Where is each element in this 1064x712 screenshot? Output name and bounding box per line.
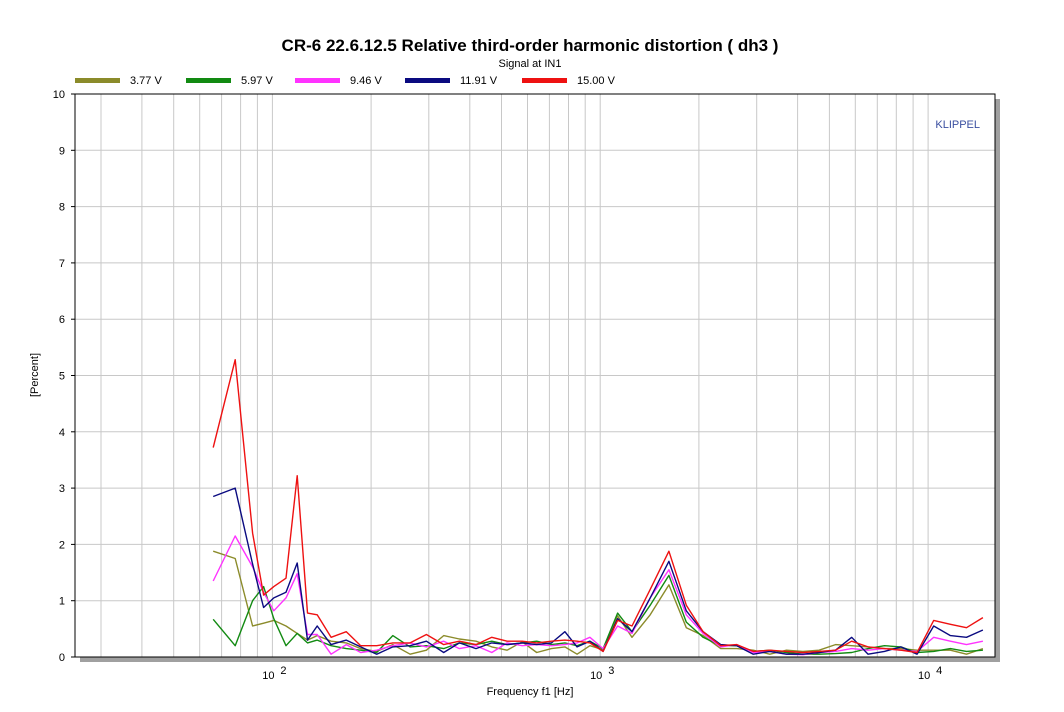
x-tick-label: 10: [918, 670, 930, 682]
x-axis-ticks: 10 2 10 3 10 4: [262, 665, 942, 682]
series-line-4: [212, 487, 984, 655]
y-tick-label: 10: [53, 89, 65, 101]
x-tick-exponent: 4: [936, 665, 942, 677]
series-line-5: [212, 359, 984, 654]
legend-label: 15.00 V: [577, 75, 616, 87]
x-tick-exponent: 2: [280, 665, 286, 677]
series-line-3: [212, 535, 984, 656]
legend-swatch: [522, 78, 567, 83]
y-tick-label: 9: [59, 145, 65, 157]
y-axis-label: [Percent]: [29, 353, 41, 397]
y-tick-label: 7: [59, 258, 65, 270]
legend-label: 9.46 V: [350, 75, 382, 87]
legend: 3.77 V 5.97 V 9.46 V 11.91 V 15.00 V: [75, 75, 616, 87]
y-tick-label: 2: [59, 539, 65, 551]
plot-frame: [74, 93, 996, 658]
x-tick-label: 10: [590, 670, 602, 682]
legend-label: 5.97 V: [241, 75, 273, 87]
y-tick-label: 0: [59, 652, 65, 664]
legend-swatch: [75, 78, 120, 83]
y-tick-label: 6: [59, 314, 65, 326]
watermark: KLIPPEL: [935, 119, 980, 131]
legend-swatch: [405, 78, 450, 83]
y-tick-label: 5: [59, 371, 65, 383]
y-axis-ticks: 0 1 2 3 4 5 6 7 8 9 10: [53, 89, 75, 664]
y-tick-label: 8: [59, 202, 65, 214]
y-tick-label: 4: [59, 427, 65, 439]
series-group: [212, 359, 984, 656]
y-tick-label: 3: [59, 483, 65, 495]
chart-subtitle: Signal at IN1: [499, 58, 562, 70]
grid: [75, 94, 995, 657]
x-tick-label: 10: [262, 670, 274, 682]
y-tick-label: 1: [59, 596, 65, 608]
legend-swatch: [295, 78, 340, 83]
x-tick-exponent: 3: [608, 665, 614, 677]
chart-title: CR-6 22.6.12.5 Relative third-order harm…: [282, 36, 779, 55]
legend-label: 3.77 V: [130, 75, 162, 87]
x-axis-label: Frequency f1 [Hz]: [487, 686, 574, 698]
legend-label: 11.91 V: [460, 75, 498, 87]
legend-swatch: [186, 78, 231, 83]
series-line-1: [212, 550, 984, 655]
